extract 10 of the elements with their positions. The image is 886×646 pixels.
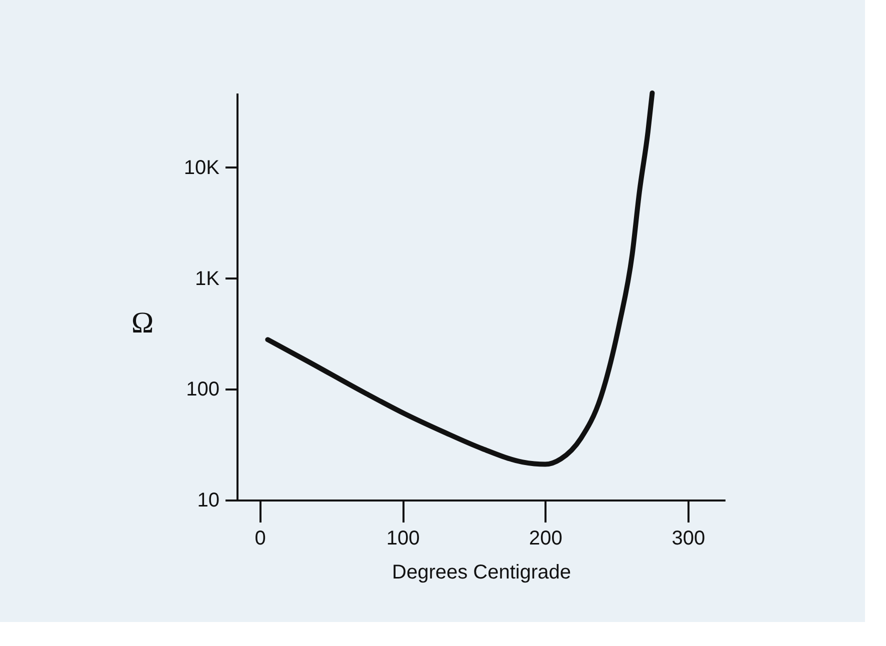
y-tick-label: 100 (186, 378, 220, 401)
x-tick-label: 300 (672, 528, 706, 550)
x-tick-label: 0 (254, 528, 266, 550)
x-tick-label: 100 (386, 528, 420, 550)
y-tick-label: 10K (184, 156, 220, 179)
y-tick-label: 1K (195, 268, 220, 290)
x-tick-label: 200 (529, 528, 562, 550)
y-axis-title: Ω (131, 306, 154, 340)
x-axis-title: Degrees Centigrade (392, 562, 571, 584)
y-tick-label: 10 (197, 490, 220, 512)
